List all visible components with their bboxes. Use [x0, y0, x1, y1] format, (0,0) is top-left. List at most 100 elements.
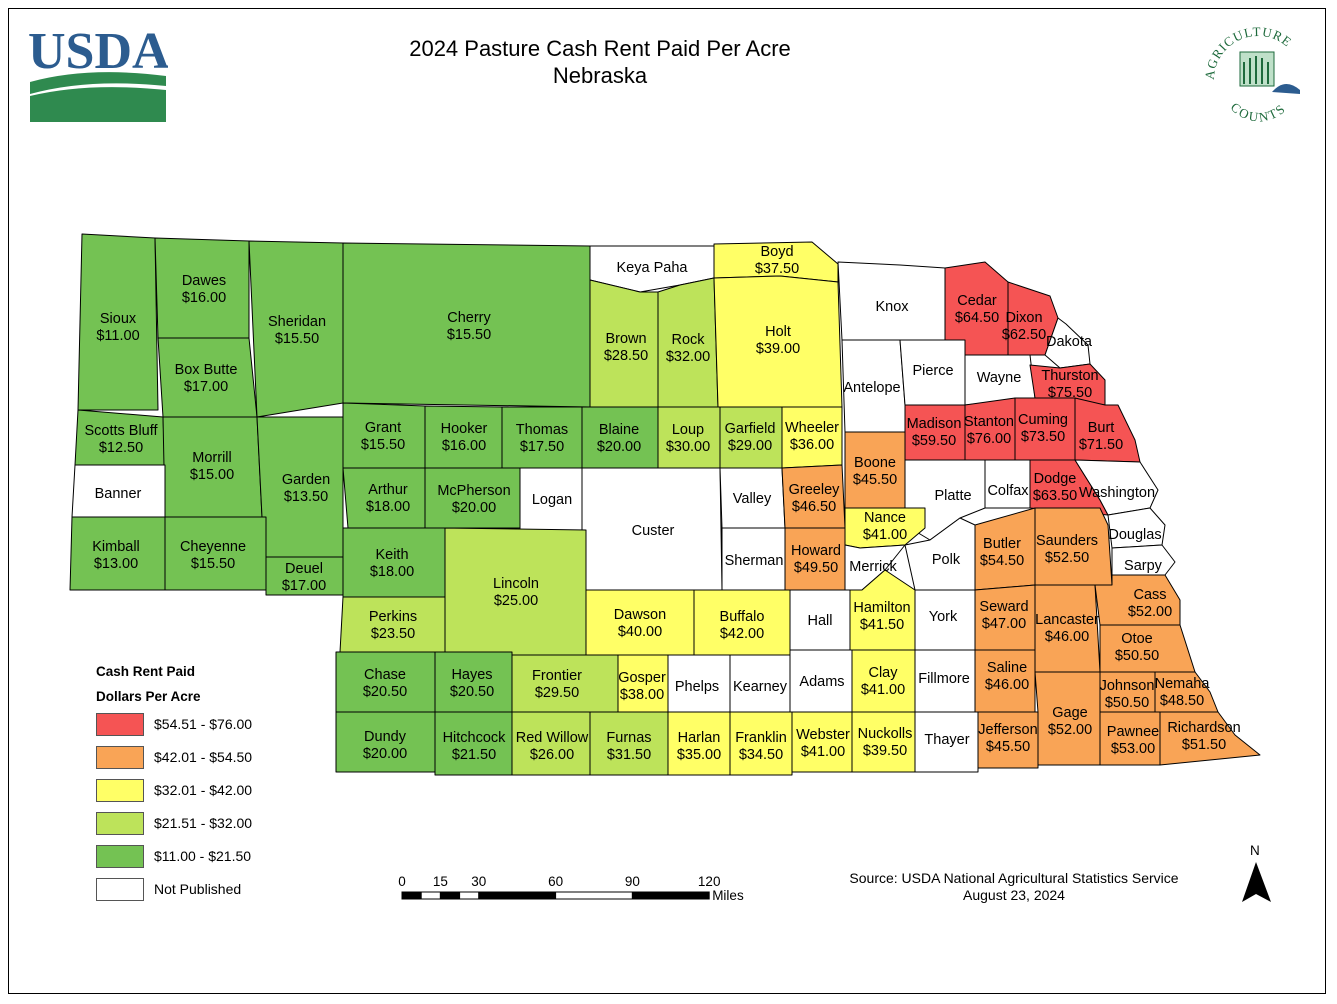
legend-swatch: [96, 746, 144, 769]
county-value: $20.00: [597, 439, 641, 455]
county-name: Valley: [733, 491, 772, 507]
county-name: Boyd: [760, 244, 793, 260]
county-label-nuckolls: Nuckolls $39.50: [858, 726, 913, 759]
county-name: Furnas: [606, 730, 651, 746]
county-name: Polk: [932, 552, 961, 568]
county-label-wheeler: Wheeler $36.00: [785, 420, 839, 453]
county-name: Butler: [983, 536, 1021, 552]
county-label-madison: Madison $59.50: [907, 416, 962, 449]
county-label-thurston: Thurston $75.50: [1041, 368, 1098, 401]
county-label-hamilton: Hamilton $41.50: [853, 600, 910, 633]
county-label-johnson: Johnson $50.50: [1100, 678, 1155, 711]
county-value: $75.50: [1048, 385, 1092, 401]
legend-swatch: [96, 845, 144, 868]
county-name: Hayes: [451, 667, 492, 683]
county-value: $63.50: [1033, 488, 1077, 504]
county-value: $52.00: [1128, 604, 1172, 620]
county-value: $28.50: [604, 348, 648, 364]
county-label-saline: Saline $46.00: [985, 660, 1029, 693]
county-label-burt: Burt $71.50: [1079, 420, 1123, 453]
county-label-dawson: Dawson $40.00: [614, 607, 666, 640]
county-franklin: [729, 711, 793, 776]
county-name: Thayer: [924, 732, 969, 748]
county-name: Red Willow: [516, 730, 589, 746]
county-name: Colfax: [987, 483, 1029, 499]
county-name: Banner: [95, 486, 142, 502]
county-label-banner: Banner: [95, 486, 142, 502]
legend-label: $32.01 - $42.00: [154, 782, 253, 798]
county-name: Gage: [1052, 705, 1087, 721]
county-value: $41.00: [861, 682, 905, 698]
county-name: Nance: [864, 510, 906, 526]
county-value: $76.00: [967, 431, 1011, 447]
county-label-dundy: Dundy $20.00: [363, 729, 407, 762]
county-label-hayes: Hayes $20.50: [450, 667, 494, 700]
legend-label: $21.51 - $32.00: [154, 815, 253, 831]
county-label-valley: Valley: [733, 491, 772, 507]
usda-logo: USDA: [28, 24, 168, 122]
county-label-dawes: Dawes $16.00: [182, 273, 226, 306]
county-name: Dundy: [364, 729, 407, 745]
county-label-wayne: Wayne: [977, 370, 1022, 386]
county-label-holt: Holt $39.00: [756, 324, 800, 357]
county-value: $25.00: [494, 593, 538, 609]
county-name: Howard: [791, 543, 841, 559]
county-value: $41.50: [860, 617, 904, 633]
county-sarpy: [1111, 544, 1176, 576]
county-name: Phelps: [675, 679, 719, 695]
scale-segment: [401, 891, 422, 900]
county-name: Jefferson: [978, 722, 1037, 738]
county-label-scotts-bluff: Scotts Bluff $12.50: [84, 423, 158, 456]
county-name: Madison: [907, 416, 962, 432]
county-label-harlan: Harlan $35.00: [677, 730, 721, 763]
county-name: Grant: [365, 420, 401, 436]
county-label-grant: Grant $15.50: [361, 420, 405, 453]
county-label-thomas: Thomas $17.50: [516, 422, 568, 455]
county-label-stanton: Stanton $76.00: [964, 414, 1014, 447]
county-label-dakota: Dakota: [1046, 334, 1093, 350]
county-clay: [851, 649, 916, 713]
county-label-arthur: Arthur $18.00: [366, 482, 410, 515]
county-label-adams: Adams: [799, 674, 844, 690]
county-value: $20.50: [450, 684, 494, 700]
county-value: $38.00: [620, 687, 664, 703]
county-name: Keith: [375, 547, 408, 563]
north-arrow-icon: [1242, 862, 1271, 902]
county-label-hall: Hall: [808, 613, 833, 629]
county-name: Perkins: [369, 609, 417, 625]
county-name: Cedar: [957, 293, 997, 309]
county-label-cheyenne: Cheyenne $15.50: [180, 539, 246, 572]
county-label-blaine: Blaine $20.00: [597, 422, 641, 455]
county-label-butler: Butler $54.50: [980, 536, 1024, 569]
county-value: $20.00: [452, 500, 496, 516]
county-label-saunders: Saunders $52.50: [1036, 533, 1098, 566]
county-name: Stanton: [964, 414, 1014, 430]
county-value: $46.00: [1045, 629, 1089, 645]
county-label-richardson: Richardson $51.50: [1167, 720, 1240, 753]
county-label-keith: Keith $18.00: [370, 547, 414, 580]
county-label-cedar: Cedar $64.50: [955, 293, 999, 326]
county-label-loup: Loup $30.00: [666, 422, 710, 455]
county-holt: [713, 275, 843, 408]
legend-swatch: [96, 878, 144, 901]
county-value: $42.00: [720, 626, 764, 642]
county-name: Burt: [1088, 420, 1115, 436]
county-label-clay: Clay $41.00: [861, 665, 905, 698]
county-value: $13.00: [94, 556, 138, 572]
county-label-sarpy: Sarpy: [1124, 558, 1163, 574]
county-label-morrill: Morrill $15.00: [190, 450, 234, 483]
county-value: $32.00: [666, 349, 710, 365]
county-label-polk: Polk: [932, 552, 961, 568]
county-name: Buffalo: [720, 609, 765, 625]
county-name: Nuckolls: [858, 726, 913, 742]
north-label: N: [1250, 843, 1260, 858]
county-douglas: [1107, 507, 1166, 549]
county-value: $16.00: [182, 290, 226, 306]
county-value: $20.50: [363, 684, 407, 700]
county-label-cuming: Cuming $73.50: [1018, 412, 1068, 445]
county-value: $50.50: [1115, 648, 1159, 664]
county-value: $64.50: [955, 310, 999, 326]
county-label-nemaha: Nemaha $48.50: [1155, 676, 1211, 709]
county-value: $46.50: [792, 499, 836, 515]
